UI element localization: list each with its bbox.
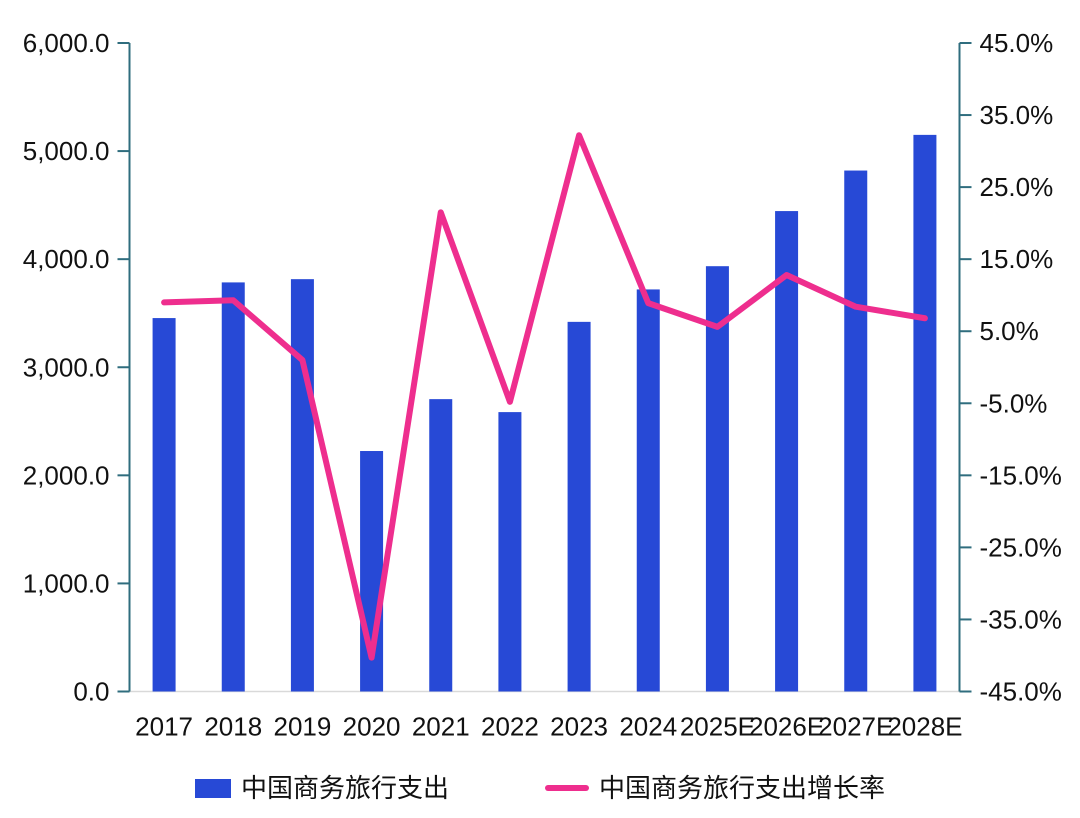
right-axis-tick-label: 5.0%: [980, 316, 1039, 346]
bar-2026E: [775, 211, 799, 692]
bar-2024: [636, 289, 660, 692]
x-axis-category-label: 2020: [343, 712, 401, 742]
x-axis-category-label: 2021: [412, 712, 470, 742]
left-axis-tick-label: 2,000.0: [23, 460, 110, 490]
chart-legend: 中国商务旅行支出 中国商务旅行支出增长率: [0, 766, 1080, 810]
right-axis-tick-label: -15.0%: [980, 460, 1062, 490]
x-axis-category-label: 2017: [135, 712, 193, 742]
legend-item-growth-rate: 中国商务旅行支出增长率: [545, 775, 885, 801]
right-axis-tick-label: -45.0%: [980, 677, 1062, 707]
bar-2017: [152, 318, 176, 692]
x-axis-category-label: 2019: [273, 712, 331, 742]
bar-2025E: [705, 266, 729, 692]
right-axis-tick-label: -5.0%: [980, 388, 1048, 418]
line-series-swatch: [545, 785, 589, 791]
right-axis-tick-label: 45.0%: [980, 28, 1054, 58]
x-axis-category-label: 2022: [481, 712, 539, 742]
x-axis-category-label: 2028E: [887, 712, 962, 742]
legend-label-growth-rate: 中国商务旅行支出增长率: [599, 773, 886, 803]
x-axis-category-label: 2025E: [680, 712, 755, 742]
bar-2022: [498, 412, 522, 692]
x-axis-category-label: 2024: [619, 712, 677, 742]
x-axis-category-label: 2026E: [749, 712, 824, 742]
x-axis-category-label: 2018: [204, 712, 262, 742]
left-axis-tick-label: 1,000.0: [23, 568, 110, 598]
right-axis-tick-label: 35.0%: [980, 100, 1054, 130]
left-axis-tick-label: 6,000.0: [23, 28, 110, 58]
left-axis-tick-label: 3,000.0: [23, 352, 110, 382]
right-axis-tick-label: -35.0%: [980, 604, 1062, 634]
left-axis-tick-label: 0.0: [73, 677, 109, 707]
bar-2018: [221, 282, 245, 692]
right-axis-tick-label: 25.0%: [980, 172, 1054, 202]
growth-rate-line: [161, 132, 928, 661]
legend-item-spending: 中国商务旅行支出: [194, 773, 449, 803]
legend-label-spending: 中国商务旅行支出: [240, 773, 449, 803]
x-axis-category-label: 2027E: [818, 712, 893, 742]
bar-2028E: [913, 134, 937, 692]
x-axis-category-label: 2023: [550, 712, 608, 742]
bar-2021: [429, 399, 453, 692]
bar-2019: [290, 279, 314, 692]
right-axis-tick-label: -25.0%: [980, 532, 1062, 562]
bar-2023: [567, 321, 591, 692]
left-axis-tick-label: 5,000.0: [23, 136, 110, 166]
bar-series-swatch: [194, 778, 231, 798]
right-axis-tick-label: 15.0%: [980, 244, 1054, 274]
left-axis-tick-label: 4,000.0: [23, 244, 110, 274]
bar-2027E: [844, 170, 868, 692]
